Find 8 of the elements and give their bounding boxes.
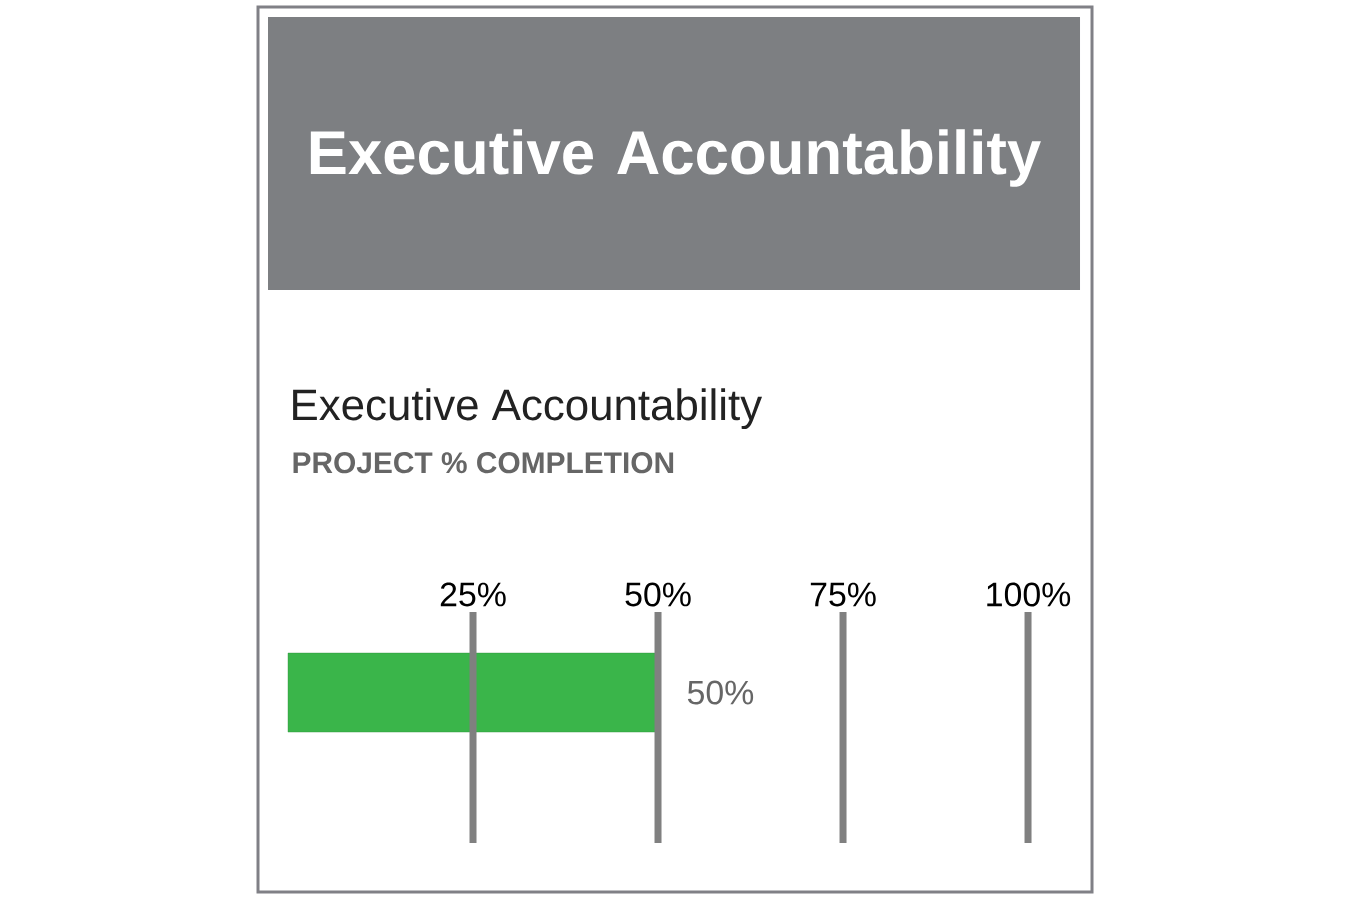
chart-subtitle: Executive Accountability	[293, 388, 763, 430]
text: PROJECT % COMPLETION	[293, 452, 674, 474]
x-tick-label: 25%	[440, 582, 506, 607]
chart-title: Executive Accountability	[310, 129, 1041, 187]
x-tick-label: 100%	[987, 582, 1071, 607]
data-label: 50%	[687, 680, 754, 705]
x-tick-label: 75%	[810, 582, 876, 607]
x-tick-label: 50%	[625, 582, 691, 607]
